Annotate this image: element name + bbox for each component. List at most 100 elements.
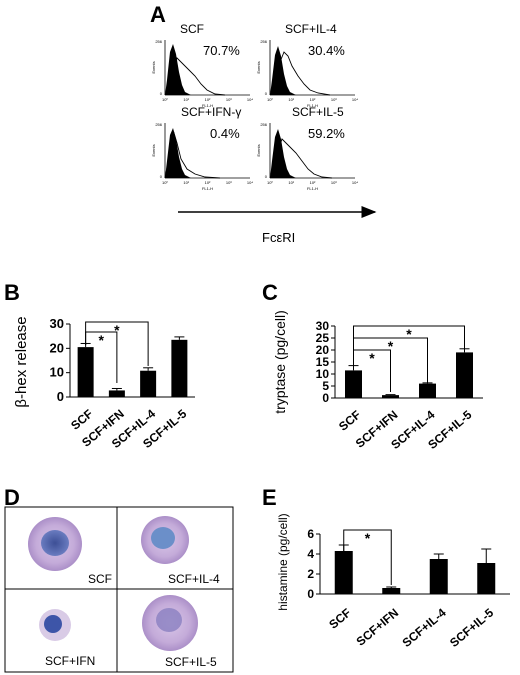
flow-y-axis-label: Events	[256, 61, 261, 73]
y-tick-label: 6	[307, 527, 314, 541]
bar	[382, 588, 401, 594]
flow-x-tick-label: 10²	[205, 97, 211, 102]
bar	[477, 563, 496, 594]
cell-label-scf-il4: SCF+IL-4	[168, 572, 220, 586]
y-tick-label: 0	[322, 391, 329, 405]
y-tick-label: 25	[316, 331, 330, 345]
flow-x-axis-label: FL1-H	[202, 186, 213, 191]
bar	[171, 339, 188, 397]
flow-x-tick-label: 10¹	[183, 180, 189, 185]
flow-panel-label: SCF+IL-4	[285, 22, 337, 36]
flow-y-min-label: 0	[265, 91, 268, 96]
x-tick-label: SCF+IFN	[354, 606, 402, 649]
flow-panel-label: SCF+IL-5	[292, 105, 344, 119]
flow-x-tick-label: 10⁴	[352, 180, 358, 185]
flow-x-tick-label: 10²	[310, 97, 316, 102]
significance-bracket	[343, 529, 392, 585]
significance-star: *	[369, 350, 375, 366]
cell-scf-ifn: SCF+IFN	[39, 609, 95, 668]
cell-nucleus	[151, 527, 175, 549]
flow-panel-label: SCF+IFN-γ	[181, 105, 241, 119]
flow-x-tick-label: 10⁴	[352, 97, 358, 102]
flow-x-tick-label: 10¹	[288, 97, 294, 102]
flow-x-axis-label: FL1-H	[307, 103, 318, 108]
x-tick-label: SCF	[336, 408, 363, 434]
flow-panel-percent: 59.2%	[308, 126, 345, 141]
histogram-open-stained	[269, 138, 333, 179]
panel-letter-d: D	[4, 485, 20, 510]
histogram-filled-control	[165, 128, 191, 178]
histogram-open-stained	[269, 51, 331, 96]
bar	[334, 551, 353, 594]
flow-x-tick-label: 10³	[226, 180, 232, 185]
bar	[108, 390, 125, 397]
cell-label-scf-ifn: SCF+IFN	[45, 654, 95, 668]
panel-letter-b: B	[4, 280, 20, 305]
significance-bracket	[353, 325, 465, 370]
significance-star: *	[114, 322, 120, 338]
bar	[345, 370, 362, 398]
y-tick-label: 30	[316, 319, 330, 333]
flow-histogram: 256 0 Events 10⁰ 10¹ 10² 10³ 10⁴ FL1-H SCF+IL-4 30…	[256, 22, 358, 108]
cell-nucleus	[44, 615, 62, 633]
x-tick-label: SCF+IL-5	[447, 605, 496, 650]
flow-x-tick-label: 10⁰	[267, 180, 273, 185]
flow-x-axis-label: FL1-H	[202, 103, 213, 108]
cell-nucleus	[41, 530, 69, 556]
bar	[382, 395, 399, 398]
flow-panel-percent: 30.4%	[308, 43, 345, 58]
flow-y-axis-label: Events	[151, 61, 156, 73]
flow-x-tick-label: 10⁰	[162, 97, 168, 102]
flow-x-tick-label: 10¹	[183, 97, 189, 102]
y-tick-label: 2	[307, 567, 314, 581]
cell-scf-il5: SCF+IL-5	[142, 595, 217, 669]
y-tick-label: 0	[57, 389, 64, 404]
bar	[429, 559, 448, 594]
flow-y-min-label: 0	[265, 174, 268, 179]
cell-label-scf-il5: SCF+IL-5	[165, 655, 217, 669]
flow-x-tick-label: 10³	[331, 97, 337, 102]
chart-c: 051015202530SCFSCF+IFNSCF+IL-4SCF+IL-5tr…	[272, 310, 483, 452]
significance-star: *	[99, 332, 105, 348]
flow-x-tick-label: 10¹	[288, 180, 294, 185]
cell-label-scf: SCF	[88, 572, 112, 586]
y-tick-label: 10	[50, 365, 64, 380]
flow-x-tick-label: 10⁰	[267, 97, 273, 102]
y-tick-label: 10	[316, 367, 330, 381]
flow-panel-percent: 0.4%	[210, 126, 240, 141]
y-tick-label: 5	[322, 379, 329, 393]
flow-x-tick-label: 10³	[226, 97, 232, 102]
significance-star: *	[365, 530, 371, 546]
panel-letter-c: C	[262, 280, 278, 305]
panel-letter-e: E	[262, 485, 277, 510]
flow-y-min-label: 0	[160, 174, 163, 179]
y-tick-label: 20	[50, 340, 64, 355]
flow-y-axis-label: Events	[256, 144, 261, 156]
y-tick-label: 15	[316, 355, 330, 369]
cell-scf-il4: SCF+IL-4	[141, 516, 220, 586]
flow-x-axis-label: FL1-H	[307, 186, 318, 191]
flow-x-tick-label: 10²	[310, 180, 316, 185]
fceri-label: FcεRI	[262, 230, 295, 245]
bar	[456, 352, 473, 398]
x-tick-label: SCF	[326, 606, 353, 632]
y-tick-label: 0	[307, 587, 314, 601]
flow-y-max-label: 256	[155, 39, 162, 44]
histogram-open-stained	[164, 57, 226, 96]
y-axis-label: histamine (pg/cell)	[276, 513, 290, 610]
flow-x-tick-label: 10⁴	[247, 97, 253, 102]
bar	[77, 347, 94, 397]
flow-x-tick-label: 10⁴	[247, 180, 253, 185]
flow-y-max-label: 256	[155, 122, 162, 127]
significance-bracket	[85, 321, 149, 366]
significance-star: *	[406, 326, 412, 342]
y-tick-label: 20	[316, 343, 330, 357]
bar	[419, 383, 436, 398]
flow-y-min-label: 0	[160, 91, 163, 96]
flow-y-max-label: 256	[260, 122, 267, 127]
